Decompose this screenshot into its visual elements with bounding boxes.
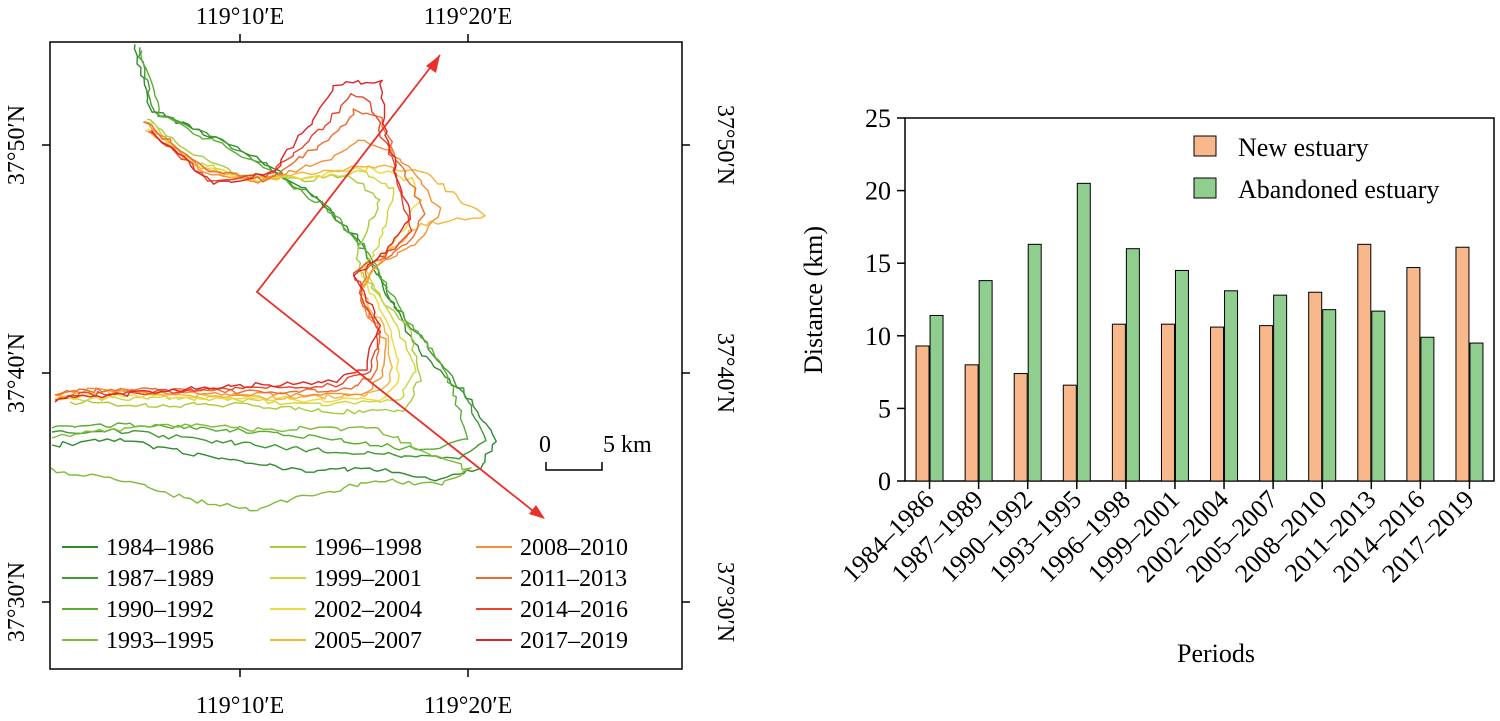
y-tick-label: 10 <box>865 322 891 351</box>
shoreline-2017-2019 <box>54 79 411 403</box>
bar-new-estuary <box>964 364 979 482</box>
map-ticks <box>42 34 690 677</box>
bar-abandoned-estuary <box>929 314 944 482</box>
lat-tick-right-1: 37°50′N <box>712 105 738 185</box>
bar-abandoned-estuary <box>1125 248 1140 482</box>
bar-abandoned-estuary <box>1322 309 1337 482</box>
y-tick-label: 0 <box>878 467 891 496</box>
legend-label-2008: 2008–2010 <box>520 535 628 561</box>
legend-label-2005: 2005–2007 <box>314 628 422 654</box>
scale-bar-start-label: 0 <box>539 432 551 458</box>
shoreline-1987-1989 <box>51 47 487 460</box>
scale-bar-end-label: 5 km <box>603 432 652 458</box>
legend-swatch-abandoned-estuary <box>1193 177 1217 199</box>
legend-label-1993: 1993–1995 <box>106 628 214 654</box>
bar-new-estuary <box>1308 291 1323 482</box>
lat-tick-right-2: 37°40′N <box>712 333 738 413</box>
map-panel: 119°10′E 119°20′E 119°10′E 119°20′E 37°5… <box>4 4 738 719</box>
shoreline-1999-2001 <box>59 121 417 407</box>
shoreline-2011-2013 <box>54 108 426 396</box>
bar-new-estuary <box>1160 323 1175 482</box>
legend-label-1996: 1996–1998 <box>314 535 422 561</box>
bar-new-estuary <box>1013 373 1028 482</box>
lon-tick-top-1: 119°10′E <box>196 4 285 30</box>
y-tick-label: 15 <box>865 249 891 278</box>
bar-chart: 05101520251984–19861987–19891990–1992199… <box>799 104 1495 668</box>
legend-label-2011: 2011–2013 <box>520 566 627 592</box>
y-tick-label: 25 <box>865 104 891 133</box>
shoreline-2005-2007 <box>54 129 486 401</box>
lat-tick-left-3: 37°30′N <box>4 562 30 642</box>
arrow-path <box>255 54 538 515</box>
arrow-head-south <box>529 505 545 519</box>
legend-label-2002: 2002–2004 <box>314 597 422 623</box>
legend-label-2017: 2017–2019 <box>520 628 628 654</box>
lat-tick-left-2: 37°40′N <box>4 333 30 413</box>
lat-tick-left-1: 37°50′N <box>4 105 30 185</box>
bar-new-estuary <box>1259 325 1274 482</box>
bar-abandoned-estuary <box>1027 243 1042 482</box>
bar-new-estuary <box>1210 326 1225 482</box>
bar-abandoned-estuary <box>1174 269 1189 482</box>
shoreline-traces <box>50 44 497 512</box>
bar-new-estuary <box>1406 267 1421 482</box>
y-tick-label: 5 <box>878 394 891 423</box>
bar-abandoned-estuary <box>978 280 993 482</box>
legend-label-1984: 1984–1986 <box>106 535 214 561</box>
legend-label-abandoned-estuary: Abandoned estuary <box>1238 175 1439 204</box>
x-axis-label: Periods <box>1177 639 1255 668</box>
legend-label-1990: 1990–1992 <box>106 597 214 623</box>
legend-label-1987: 1987–1989 <box>106 566 214 592</box>
lon-tick-bottom-1: 119°10′E <box>196 693 285 719</box>
y-axis-label: Distance (km) <box>799 226 828 374</box>
lon-tick-top-2: 119°20′E <box>424 4 513 30</box>
plot-frame <box>904 117 1495 482</box>
arrow-head-north <box>426 55 440 73</box>
shoreline-1990-1992 <box>51 50 469 451</box>
bar-abandoned-estuary <box>1273 294 1288 482</box>
bar-new-estuary <box>1455 246 1470 482</box>
bar-new-estuary <box>1357 243 1372 482</box>
bar-abandoned-estuary <box>1371 310 1386 482</box>
scale-bar: 0 5 km <box>539 432 652 471</box>
y-tick-label: 20 <box>865 177 891 206</box>
legend-label-1999: 1999–2001 <box>314 566 422 592</box>
legend-swatch-new-estuary <box>1193 135 1217 157</box>
scale-bar-line <box>545 462 603 471</box>
lat-tick-right-3: 37°30′N <box>712 562 738 642</box>
map-frame <box>49 41 683 670</box>
shoreline-2002-2004 <box>54 128 423 403</box>
bar-abandoned-estuary <box>1076 182 1091 482</box>
lon-tick-bottom-2: 119°20′E <box>424 693 513 719</box>
chart-legend: New estuary Abandoned estuary <box>1193 133 1439 204</box>
legend-label-new-estuary: New estuary <box>1238 133 1369 162</box>
direction-arrows <box>255 54 545 519</box>
bar-new-estuary <box>915 345 930 482</box>
bar-new-estuary <box>1062 384 1077 482</box>
bar-new-estuary <box>1111 323 1126 482</box>
period-legend: 1984–1986 1987–1989 1990–1992 1993–1995 … <box>62 535 628 654</box>
shoreline-1993-1995 <box>50 423 472 512</box>
bar-abandoned-estuary <box>1469 342 1484 482</box>
bar-abandoned-estuary <box>1224 290 1239 482</box>
bar-abandoned-estuary <box>1420 336 1435 482</box>
legend-label-2014: 2014–2016 <box>520 597 628 623</box>
